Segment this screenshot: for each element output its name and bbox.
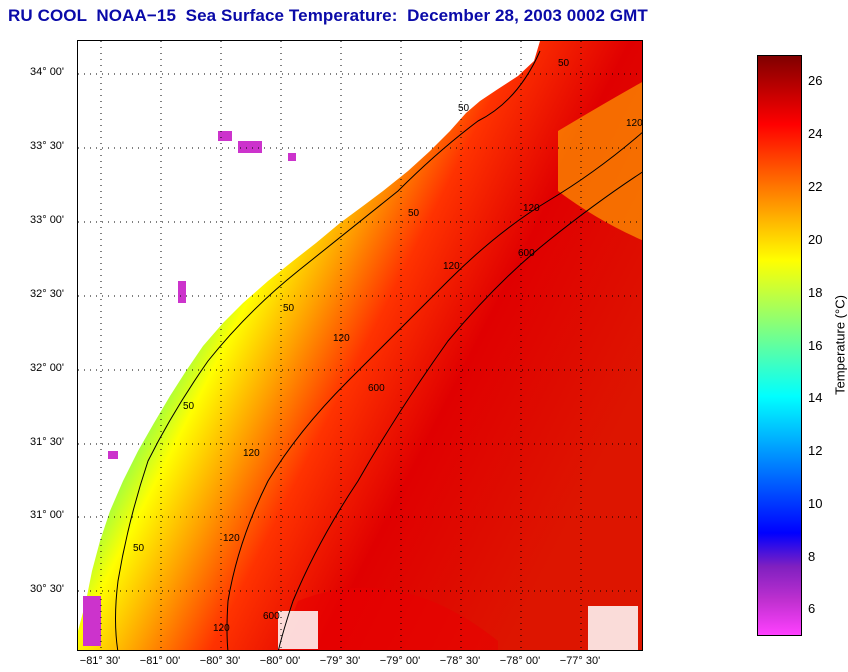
contour-lines — [115, 50, 642, 650]
contour-600 — [277, 171, 642, 650]
land-mass — [78, 41, 540, 631]
warm-eddy — [558, 82, 642, 241]
contour-label: 50 — [408, 208, 420, 219]
contour-label: 120 — [523, 203, 540, 214]
colorbar-tick: 6 — [808, 601, 816, 616]
x-tick-label: −81° 00' — [139, 655, 181, 667]
gulf-stream-core — [278, 587, 498, 650]
colorbar-label: Temperature (°C) — [832, 295, 848, 395]
sst-map-svg: 50 50 50 50 50 50 120 120 120 120 120 12… — [78, 41, 643, 650]
contour-label: 120 — [443, 261, 460, 272]
colorbar-tick: 14 — [808, 390, 823, 405]
contour-label: 50 — [283, 303, 295, 314]
contour-label: 120 — [626, 118, 643, 129]
sst-map[interactable]: 50 50 50 50 50 50 120 120 120 120 120 12… — [77, 40, 643, 651]
colorbar-tick: 8 — [808, 549, 816, 564]
contour-label: 120 — [213, 623, 230, 634]
colorbar-tick: 12 — [808, 443, 823, 458]
contour-label: 600 — [368, 383, 385, 394]
contour-label: 50 — [183, 401, 195, 412]
colorbar-tick: 20 — [808, 232, 823, 247]
colorbar-tick: 26 — [808, 73, 823, 88]
colorbar-tick: 18 — [808, 285, 823, 300]
x-tick-label: −79° 00' — [379, 655, 421, 667]
colorbar-tick: 22 — [808, 179, 823, 194]
x-tick-label: −78° 30' — [439, 655, 481, 667]
graticule — [78, 41, 642, 650]
y-tick-label: 34° 00' — [30, 66, 65, 78]
y-tick-label: 33° 30' — [30, 140, 65, 152]
y-tick-label: 31° 30' — [30, 436, 65, 448]
colorbar — [757, 55, 802, 636]
x-tick-label: −79° 30' — [319, 655, 361, 667]
contour-label: 600 — [263, 611, 280, 622]
y-tick-label: 30° 30' — [30, 583, 65, 595]
contour-label: 120 — [223, 533, 240, 544]
contour-label: 50 — [133, 543, 145, 554]
contour-50 — [115, 50, 541, 650]
contour-label: 600 — [518, 248, 535, 259]
x-tick-label: −80° 00' — [259, 655, 301, 667]
colorbar-tick: 16 — [808, 338, 823, 353]
contour-label: 50 — [458, 103, 470, 114]
x-tick-label: −77° 30' — [559, 655, 601, 667]
contour-120 — [226, 132, 642, 650]
contour-label: 120 — [333, 333, 350, 344]
contour-label: 50 — [558, 58, 570, 69]
cloud-speckles — [278, 606, 638, 650]
y-tick-label: 33° 00' — [30, 214, 65, 226]
chart-title: RU COOL NOAA−15 Sea Surface Temperature:… — [8, 6, 648, 25]
colorbar-tick: 24 — [808, 126, 823, 141]
x-tick-label: −78° 00' — [499, 655, 541, 667]
y-tick-label: 31° 00' — [30, 509, 65, 521]
x-tick-label: −81° 30' — [79, 655, 121, 667]
contour-label-group: 50 50 50 50 50 50 120 120 120 120 120 12… — [133, 58, 643, 634]
contour-label: 120 — [243, 448, 260, 459]
y-tick-label: 32° 00' — [30, 362, 65, 374]
colorbar-tick: 10 — [808, 496, 823, 511]
y-tick-label: 32° 30' — [30, 288, 65, 300]
x-tick-label: −80° 30' — [199, 655, 241, 667]
coastal-speckles — [83, 131, 296, 646]
